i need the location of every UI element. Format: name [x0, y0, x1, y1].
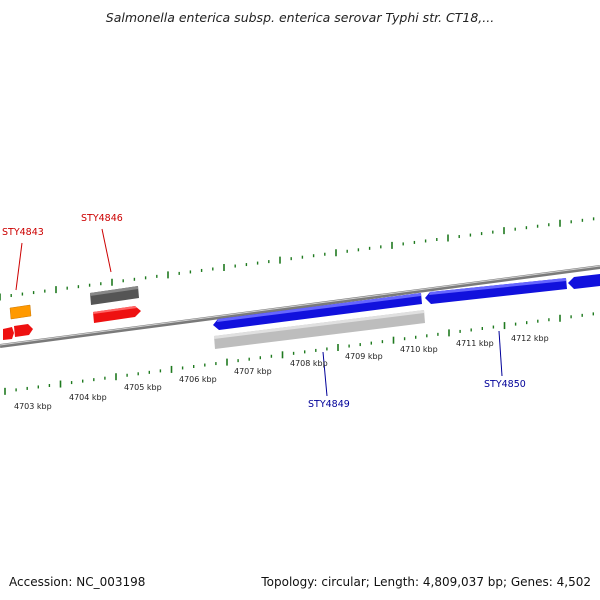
kbp-label: 4710 kbp	[400, 345, 438, 354]
outer-tick-track	[0, 217, 595, 301]
orange-gene-feature[interactable]	[9, 304, 32, 320]
kbp-label: 4703 kbp	[14, 402, 52, 411]
kbp-scale-labels: 4703 kbp 4704 kbp 4705 kbp 4706 kbp 4707…	[14, 334, 549, 411]
blue-gene-2-highlight	[429, 278, 566, 295]
kbp-label: 4709 kbp	[345, 352, 383, 361]
red-gene-feature-small[interactable]	[14, 324, 33, 337]
red-gene-feature-left[interactable]	[3, 327, 14, 340]
backbone-highlight	[0, 265, 600, 346]
kbp-label: 4705 kbp	[124, 383, 162, 392]
gene-label-sty4849[interactable]: STY4849	[308, 399, 350, 410]
dark-gray-gene-feature[interactable]	[90, 286, 139, 305]
kbp-label: 4711 kbp	[456, 339, 494, 348]
genome-backbone	[0, 265, 600, 348]
inner-tick-track	[4, 312, 594, 395]
light-gray-gene-highlight	[214, 310, 424, 339]
genome-title: Salmonella enterica subsp. enterica sero…	[106, 10, 494, 25]
red-gene-highlight	[93, 306, 137, 314]
sty4849-leader-line	[322, 351, 328, 397]
kbp-label: 4712 kbp	[511, 334, 549, 343]
accession-text: Accession: NC_003198	[9, 575, 145, 589]
blue-gene-1-highlight	[217, 293, 421, 322]
gene-label-sty4843[interactable]: STY4843	[2, 227, 44, 238]
light-gray-gene-feature[interactable]	[214, 310, 425, 349]
kbp-label: 4704 kbp	[69, 393, 107, 402]
genome-summary-text: Topology: circular; Length: 4,809,037 bp…	[260, 575, 591, 589]
kbp-label: 4708 kbp	[290, 359, 328, 368]
blue-gene-feature-3[interactable]	[568, 274, 600, 289]
kbp-label: 4706 kbp	[179, 375, 217, 384]
gene-label-sty4850[interactable]: STY4850	[484, 379, 526, 390]
kbp-label: 4707 kbp	[234, 367, 272, 376]
sty4850-leader-line	[498, 330, 503, 377]
sty4843-leader-line	[15, 242, 23, 291]
sty4846-leader-line	[101, 228, 112, 273]
red-gene-feature-right[interactable]	[93, 306, 141, 323]
gene-label-sty4846[interactable]: STY4846	[81, 213, 123, 224]
dark-gray-gene-highlight	[90, 286, 138, 296]
